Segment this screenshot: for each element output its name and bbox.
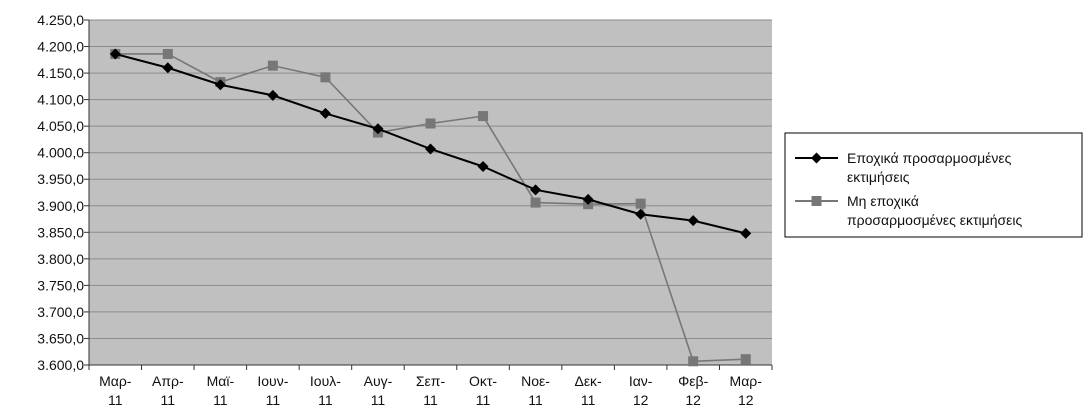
data-point xyxy=(635,208,647,220)
y-tick-label: 3.650,0 xyxy=(37,330,84,346)
y-tick-label: 3.950,0 xyxy=(37,171,84,187)
data-point xyxy=(214,79,226,91)
data-point xyxy=(477,160,489,172)
y-tick-label: 3.850,0 xyxy=(37,224,84,240)
data-point xyxy=(740,227,752,239)
y-tick-label: 3.700,0 xyxy=(37,304,84,320)
legend-box xyxy=(784,132,1083,238)
x-tick-label: Ιαν-12 xyxy=(629,373,653,408)
x-tick-label: Μαϊ-11 xyxy=(207,373,235,408)
y-tick-label: 3.900,0 xyxy=(37,198,84,214)
data-point xyxy=(688,356,699,367)
y-tick-label: 4.150,0 xyxy=(37,65,84,81)
data-point xyxy=(478,111,489,122)
y-tick-label: 4.100,0 xyxy=(37,92,84,108)
x-tick-label: Νοε-11 xyxy=(521,373,550,408)
data-point xyxy=(530,197,541,208)
data-point xyxy=(635,198,646,209)
data-point xyxy=(687,215,699,227)
legend: Εποχικά προσαρμοσμένες εκτιμήσεις Μη εποχι… xyxy=(784,132,1083,238)
x-tick-label: Φεβ-12 xyxy=(678,373,708,408)
x-tick-label: Ιουλ-11 xyxy=(310,373,341,408)
x-tick-label: Μαρ-12 xyxy=(730,373,763,408)
data-point xyxy=(162,62,174,74)
y-tick-label: 3.750,0 xyxy=(37,277,84,293)
data-point xyxy=(425,118,436,129)
data-point xyxy=(320,72,331,83)
data-point xyxy=(740,354,751,365)
x-tick-label: Δεκ-11 xyxy=(574,373,602,408)
legend-diamond-marker xyxy=(811,152,822,164)
y-tick-label: 4.200,0 xyxy=(37,39,84,55)
y-tick-label: 3.600,0 xyxy=(37,357,84,373)
y-tick-label: 4.000,0 xyxy=(37,145,84,161)
data-point xyxy=(109,48,121,60)
plot-area xyxy=(89,20,772,365)
data-point xyxy=(267,89,279,101)
y-tick-label: 4.250,0 xyxy=(37,12,84,28)
x-tick-label: Αυγ-11 xyxy=(364,373,393,408)
x-tick-label: Οκτ-11 xyxy=(469,373,497,408)
data-point xyxy=(425,143,436,155)
data-point xyxy=(582,193,594,205)
data-point xyxy=(267,60,278,71)
legend-square-marker xyxy=(811,196,822,206)
data-point xyxy=(162,48,173,59)
legend-label-not-seasonally-adjusted: Μη εποχικά προσαρμοσμένες εκτιμήσεις xyxy=(847,193,1023,228)
x-tick-label: Ιουν-11 xyxy=(257,373,288,408)
data-point xyxy=(530,184,542,196)
x-tick-label: Μαρ-11 xyxy=(99,373,132,408)
x-tick-label: Σεπ-11 xyxy=(416,373,446,408)
y-tick-label: 3.800,0 xyxy=(37,251,84,267)
legend-label-seasonally-adjusted: Εποχικά προσαρμοσμένες εκτιμήσεις xyxy=(847,150,1012,185)
series-seasonally-adjusted xyxy=(109,48,752,239)
x-tick-label: Απρ-11 xyxy=(152,373,184,408)
data-point xyxy=(319,107,331,119)
data-point xyxy=(372,123,384,135)
y-tick-label: 4.050,0 xyxy=(37,118,84,134)
